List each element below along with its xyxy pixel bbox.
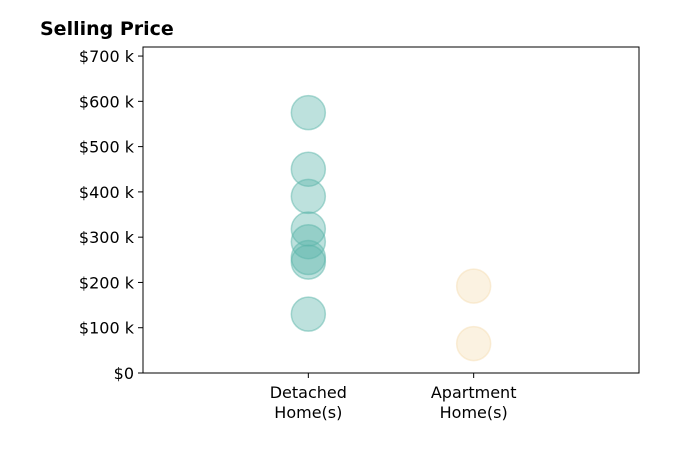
- x-tick-label-line: Apartment: [431, 383, 517, 402]
- x-tick-label: Apartment Home(s): [431, 383, 517, 422]
- data-point: [290, 94, 327, 131]
- x-tick-label-line: Detached: [270, 383, 347, 402]
- y-tick-label: $500 k: [79, 138, 135, 157]
- y-tick-label: $100 k: [79, 319, 135, 338]
- y-tick-label: $700 k: [79, 47, 135, 66]
- plot-frame: [142, 46, 640, 374]
- data-point: [290, 178, 327, 215]
- data-point: [455, 268, 492, 304]
- x-axis: Detached Home(s)Apartment Home(s): [270, 373, 517, 422]
- x-tick-label: Detached Home(s): [270, 383, 347, 422]
- x-tick-label-line: Home(s): [440, 403, 508, 422]
- y-axis: $0 $100 k $200 k $300 k $400 k $500 k $600 k $7…: [79, 47, 143, 383]
- data-point: [455, 325, 492, 362]
- data-point: [290, 244, 327, 280]
- y-tick-label: $200 k: [79, 273, 135, 292]
- y-tick-label: $600 k: [79, 92, 135, 111]
- y-tick-label: $0: [114, 364, 134, 383]
- data-point: [290, 211, 327, 247]
- data-point: [290, 151, 327, 187]
- data-point: [290, 296, 327, 332]
- data-points: [290, 94, 492, 362]
- data-point: [290, 223, 327, 260]
- chart-title: Selling Price: [40, 18, 174, 40]
- x-tick-label-line: Home(s): [274, 403, 342, 422]
- y-tick-label: $300 k: [79, 228, 135, 247]
- y-tick-label: $400 k: [79, 183, 135, 202]
